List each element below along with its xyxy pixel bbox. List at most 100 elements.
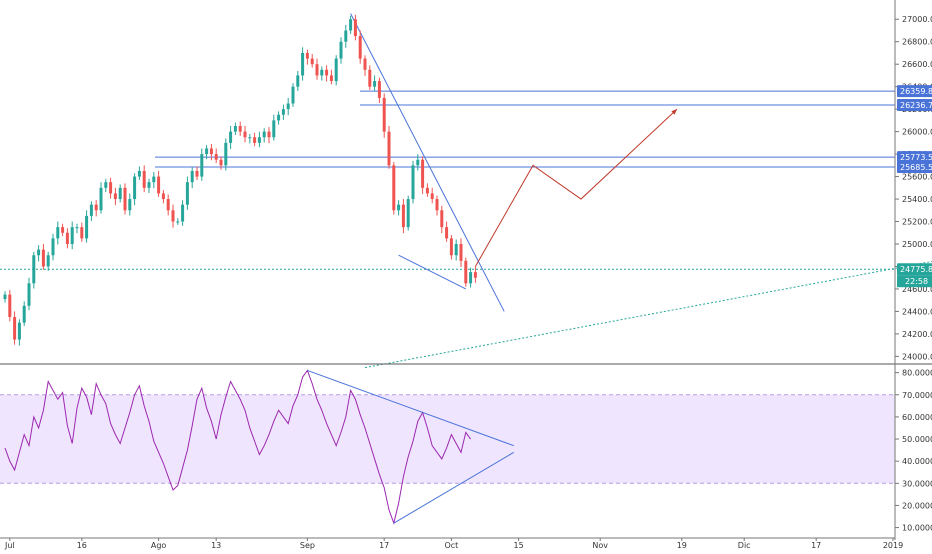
level-badge-label: 26359.89 [900, 87, 932, 96]
price-tick-label: 24400.00 [902, 307, 932, 316]
price-tick-label: 25000.00 [902, 240, 932, 249]
candle-body [185, 182, 189, 205]
price-tick-label: 24200.00 [902, 330, 932, 339]
candle-body [142, 170, 146, 188]
candle-body [425, 187, 429, 194]
candle-body [41, 249, 45, 267]
candle-body [209, 148, 213, 155]
osc-tick-label: 40.0000 [902, 457, 932, 466]
candle-body [344, 30, 348, 42]
candle-body [238, 126, 242, 132]
candle-body [320, 69, 324, 76]
candle-body [190, 170, 194, 183]
candle-body [229, 131, 233, 143]
candle-body [339, 41, 343, 59]
projection-arrowhead [671, 109, 677, 115]
price-tick-label: 25600.00 [902, 173, 932, 182]
candle-body [286, 103, 290, 110]
candle-body [37, 249, 41, 256]
candle-body [406, 199, 410, 228]
osc-trendline [307, 369, 514, 447]
time-tick-label: Oct [444, 541, 458, 550]
time-tick-label: 15 [514, 541, 524, 550]
candle-body [363, 58, 367, 70]
candle-body [449, 238, 453, 256]
level-badge-label: 25773.55 [900, 153, 932, 162]
candle-body [248, 137, 252, 139]
level-badge [897, 263, 932, 276]
candle-body [51, 238, 55, 256]
candle-body [358, 36, 362, 59]
candle-body [397, 204, 401, 211]
osc-tick-label: 30.0000 [902, 479, 932, 488]
osc-tick-label: 60.0000 [902, 413, 932, 422]
price-trendline [398, 254, 467, 290]
candle-body [257, 137, 261, 143]
candle-body [17, 322, 21, 340]
candle-body [377, 81, 381, 98]
candle-body [253, 137, 257, 143]
candle-body [473, 272, 477, 278]
candle-body [435, 199, 439, 211]
candle-body [224, 142, 228, 166]
candle-body [205, 148, 209, 155]
price-trendline [364, 260, 932, 369]
candle-body [152, 176, 156, 183]
candle-body [8, 294, 12, 318]
candle-body [301, 52, 305, 76]
candle-body [277, 114, 281, 121]
candle-body [3, 294, 7, 300]
candle-body [233, 126, 237, 132]
candle-body [469, 272, 473, 284]
candle-body [147, 182, 151, 188]
candle-body [171, 210, 175, 222]
osc-tick-label: 50.0000 [902, 435, 932, 444]
price-tick-label: 26800.00 [902, 38, 932, 47]
candle-body [243, 131, 247, 138]
candle-body [166, 199, 170, 211]
level-badge [897, 99, 932, 112]
candle-body [315, 64, 319, 76]
osc-tick-label: 70.0000 [902, 391, 932, 400]
candle-body [27, 283, 31, 306]
candle-body [464, 260, 468, 284]
price-tick-label: 26000.00 [902, 128, 932, 137]
candle-body [137, 170, 141, 177]
osc-tick-label: 20.0000 [902, 501, 932, 510]
candle-body [272, 120, 276, 138]
candle-body [373, 81, 377, 87]
time-tick-label: 16 [77, 541, 87, 550]
candle-body [296, 75, 300, 87]
candle-body [401, 204, 405, 228]
candle-body [368, 69, 372, 87]
candle-body [214, 154, 218, 160]
candle-body [305, 52, 309, 59]
candle-body [56, 227, 60, 239]
candle-body [310, 58, 314, 65]
candle-body [85, 215, 89, 239]
time-tick-label: Sep [300, 541, 315, 550]
candle-body [353, 19, 357, 37]
candle-body [13, 317, 17, 340]
price-tick-label: 25200.00 [902, 218, 932, 227]
candle-body [281, 109, 285, 115]
candle-body [325, 69, 329, 76]
candle-body [262, 131, 266, 138]
candle-body [65, 232, 69, 244]
time-badge [897, 275, 932, 288]
candle-body [392, 165, 396, 211]
candle-body [133, 176, 137, 200]
candle-body [387, 131, 391, 166]
candle-body [440, 210, 444, 228]
candle-body [104, 182, 108, 188]
time-tick-label: 19 [677, 541, 687, 550]
candle-body [267, 131, 271, 138]
candle-body [123, 187, 127, 211]
price-tick-label: 27000.00 [902, 15, 932, 24]
candle-body [70, 227, 74, 244]
candle-body [219, 159, 223, 166]
candle-body [75, 227, 79, 229]
time-tick-label: Ago [151, 541, 167, 550]
